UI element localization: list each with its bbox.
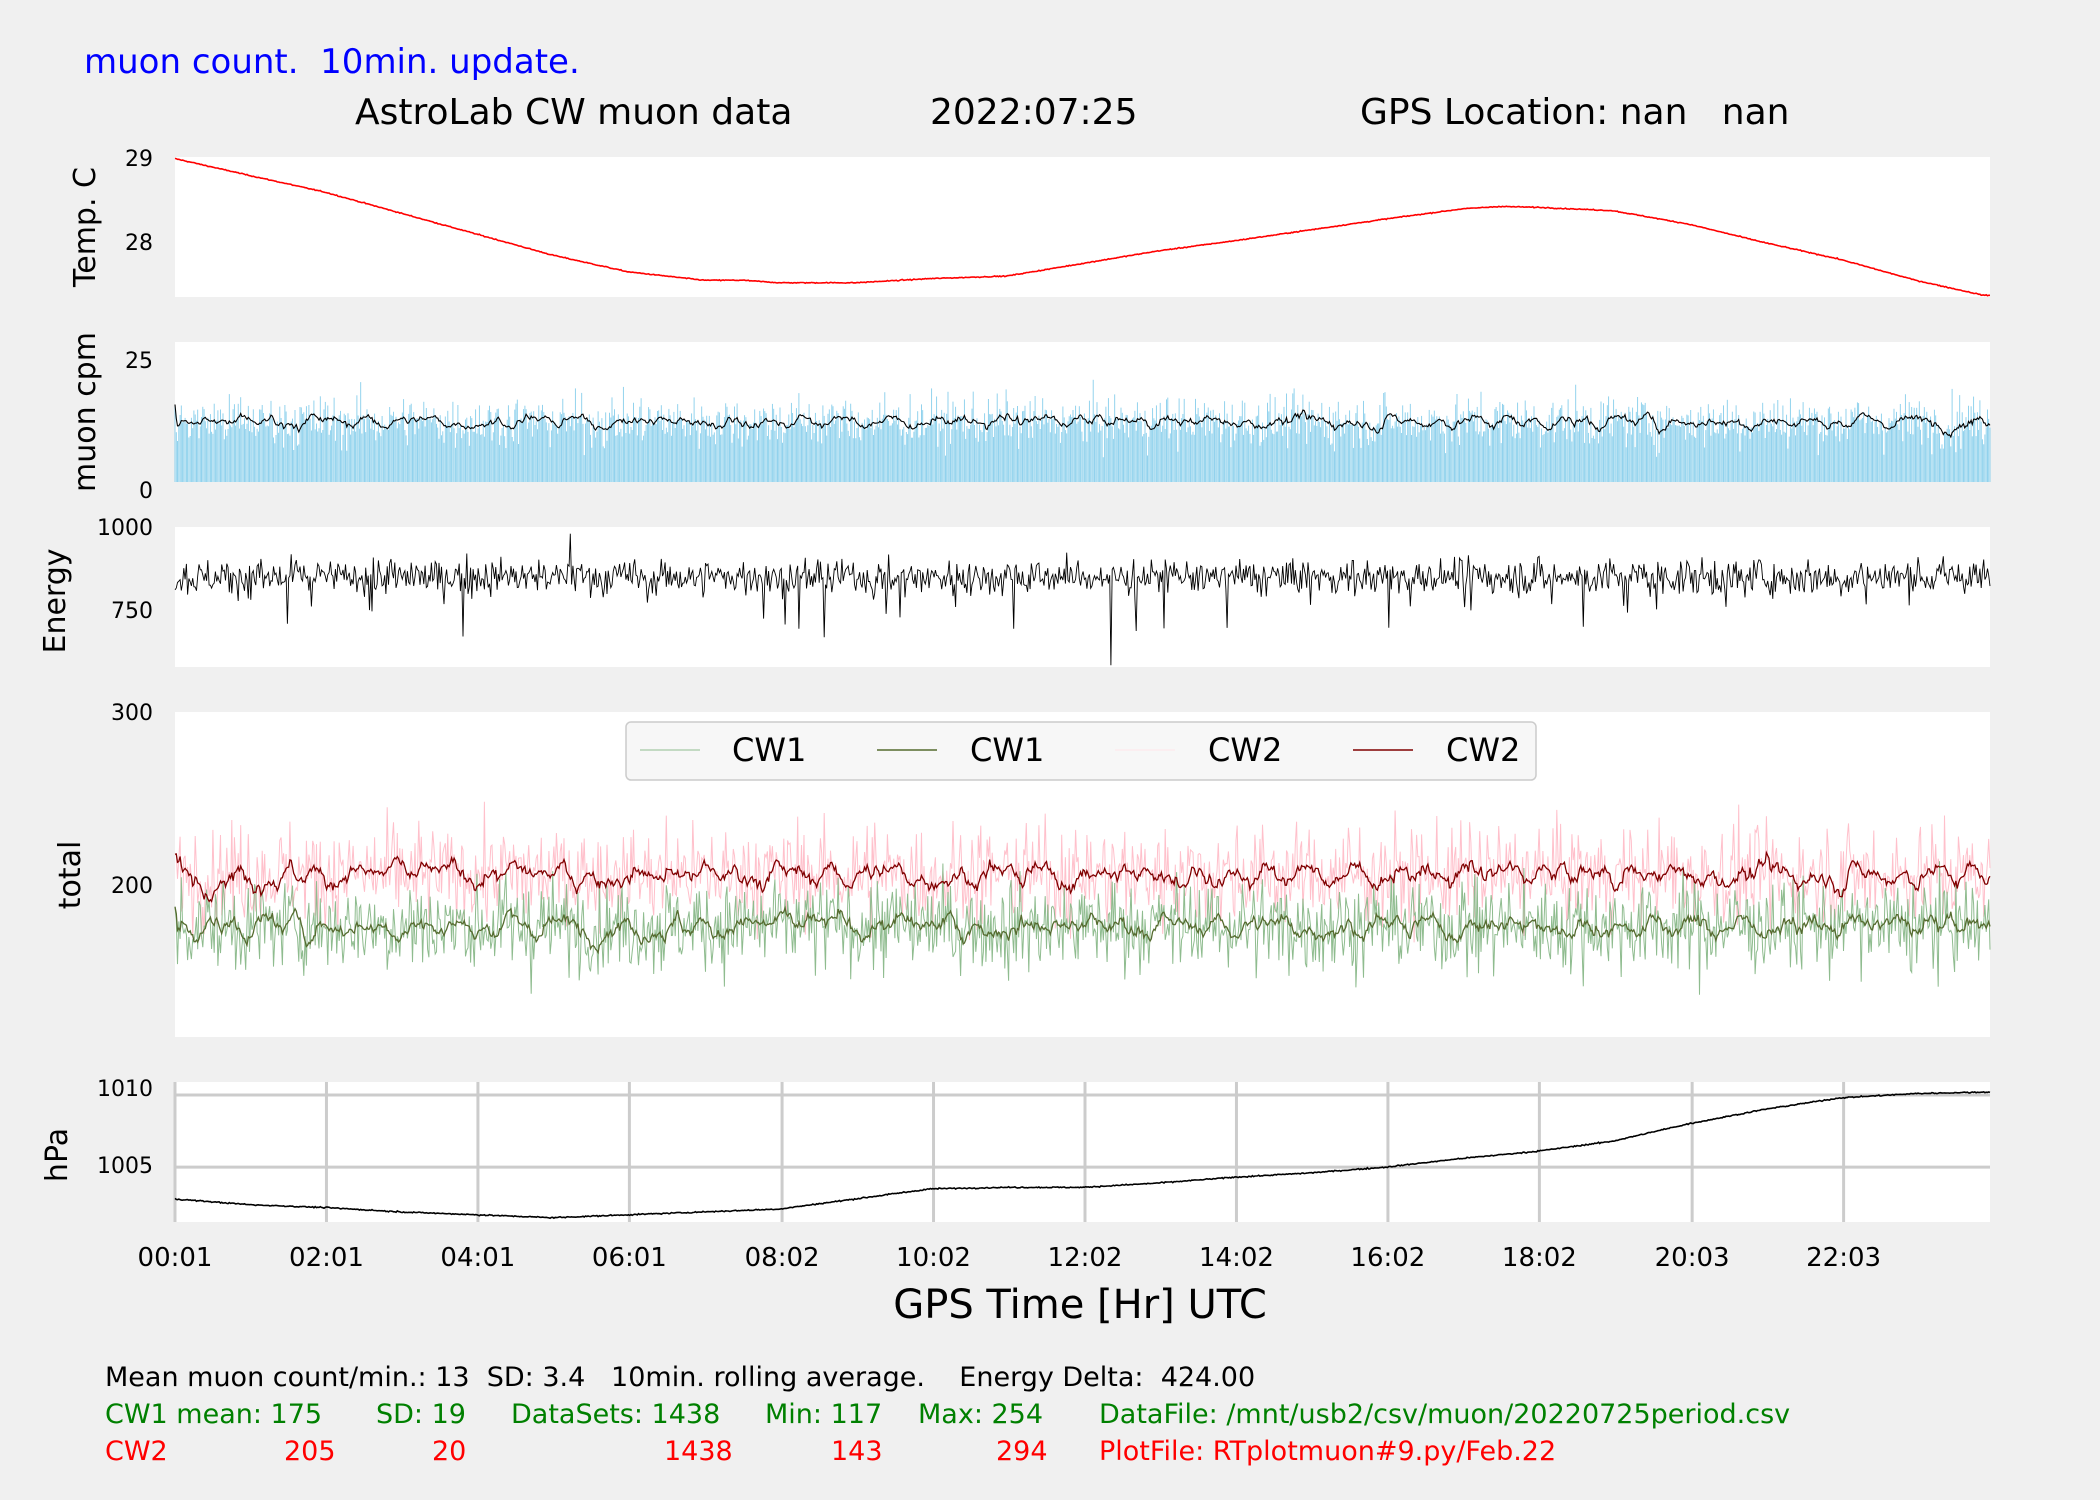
footer-cw1-mean: CW1 mean: 175 — [105, 1399, 323, 1430]
cw2-rolling-line — [174, 850, 1991, 903]
press-ytick-1010: 1010 — [97, 1077, 153, 1102]
x-tick-label: 22:03 — [1806, 1243, 1881, 1273]
temp-series — [174, 157, 1990, 297]
legend-label-cw1-raw: CW1 — [732, 731, 806, 769]
chart-title-date: 2022:07:25 — [930, 92, 1138, 133]
footer-cw2-sd: 20 — [432, 1436, 467, 1467]
total-ytick-300: 300 — [111, 701, 153, 726]
x-tick-label: 16:02 — [1350, 1243, 1425, 1273]
footer-summary: Mean muon count/min.: 13 SD: 3.4 10min. … — [105, 1362, 1256, 1393]
temp-panel — [175, 157, 1990, 297]
pressure-series — [174, 1091, 1991, 1220]
cw1-rolling-line — [174, 905, 1991, 955]
x-tick-label: 00:01 — [138, 1243, 213, 1273]
press-ytick-1005: 1005 — [97, 1154, 153, 1179]
legend-box — [625, 721, 1537, 781]
energy-ylabel: Energy — [38, 548, 73, 653]
total-series — [174, 801, 1991, 995]
x-tick-label: 20:03 — [1655, 1243, 1730, 1273]
top-note: muon count. 10min. update. — [84, 42, 580, 82]
total-ylabel: total — [53, 841, 88, 910]
legend: CW1 CW1 CW2 CW2 — [625, 721, 1537, 781]
footer-cw1-datasets: DataSets: 1438 — [511, 1399, 721, 1430]
x-tick-label: 18:02 — [1502, 1243, 1577, 1273]
temp-ylabel: Temp. C — [68, 167, 103, 288]
energy-panel — [175, 527, 1990, 667]
total-ytick-200: 200 — [111, 874, 153, 899]
pressure-line — [174, 1091, 1991, 1220]
x-tick-label: 04:01 — [440, 1243, 515, 1273]
cw2-raw-line — [174, 801, 1991, 943]
footer-cw2-min: 143 — [831, 1436, 883, 1467]
chart-title-left: AstroLab CW muon data — [355, 92, 793, 133]
muon-ytick-0: 0 — [139, 479, 153, 504]
muon-series — [174, 379, 1991, 482]
temp-ytick-28: 28 — [125, 231, 153, 256]
x-tick-label: 14:02 — [1199, 1243, 1274, 1273]
x-tick-label: 12:02 — [1048, 1243, 1123, 1273]
footer-cw2-name: CW2 — [105, 1436, 168, 1467]
footer-cw2-mean: 205 — [284, 1436, 336, 1467]
muon-rolling-line — [174, 404, 1991, 439]
energy-series — [174, 533, 1991, 666]
muon-ytick-25: 25 — [125, 349, 153, 374]
x-tick-label: 08:02 — [745, 1243, 820, 1273]
temp-ytick-29: 29 — [125, 147, 153, 172]
footer-cw1-max: Max: 254 — [918, 1399, 1044, 1430]
x-tick-label: 02:01 — [289, 1243, 364, 1273]
footer-cw2-max: 294 — [996, 1436, 1048, 1467]
temp-line — [174, 157, 1990, 297]
footer-plotfile: PlotFile: RTplotmuon#9.py/Feb.22 — [1099, 1436, 1557, 1467]
footer-cw1-min: Min: 117 — [765, 1399, 883, 1430]
x-tick-labels: 00:01 02:01 04:01 06:01 08:02 10:02 12:02 14:02… — [138, 1243, 1882, 1273]
legend-label-cw2-raw: CW2 — [1208, 731, 1282, 769]
press-ylabel: hPa — [40, 1128, 75, 1182]
muon-panel — [175, 342, 1990, 482]
chart-title-gps: GPS Location: nan nan — [1360, 92, 1790, 133]
x-tick-label: 10:02 — [896, 1243, 971, 1273]
energy-ytick-750: 750 — [111, 599, 153, 624]
footer-cw1-sd: SD: 19 — [376, 1399, 466, 1430]
pressure-grid — [173, 1082, 1990, 1222]
muon-ylabel: muon cpm — [68, 332, 103, 492]
energy-line — [174, 533, 1991, 666]
legend-label-cw1-avg: CW1 — [970, 731, 1044, 769]
footer-datafile: DataFile: /mnt/usb2/csv/muon/20220725per… — [1099, 1399, 1791, 1430]
energy-ytick-1000: 1000 — [97, 516, 153, 541]
legend-label-cw2-avg: CW2 — [1446, 731, 1520, 769]
x-axis-label: GPS Time [Hr] UTC — [893, 1282, 1267, 1328]
pressure-panel — [175, 1082, 1990, 1222]
footer-cw2-datasets: 1438 — [664, 1436, 733, 1467]
cw1-raw-line — [174, 861, 1991, 995]
x-tick-label: 06:01 — [592, 1243, 667, 1273]
